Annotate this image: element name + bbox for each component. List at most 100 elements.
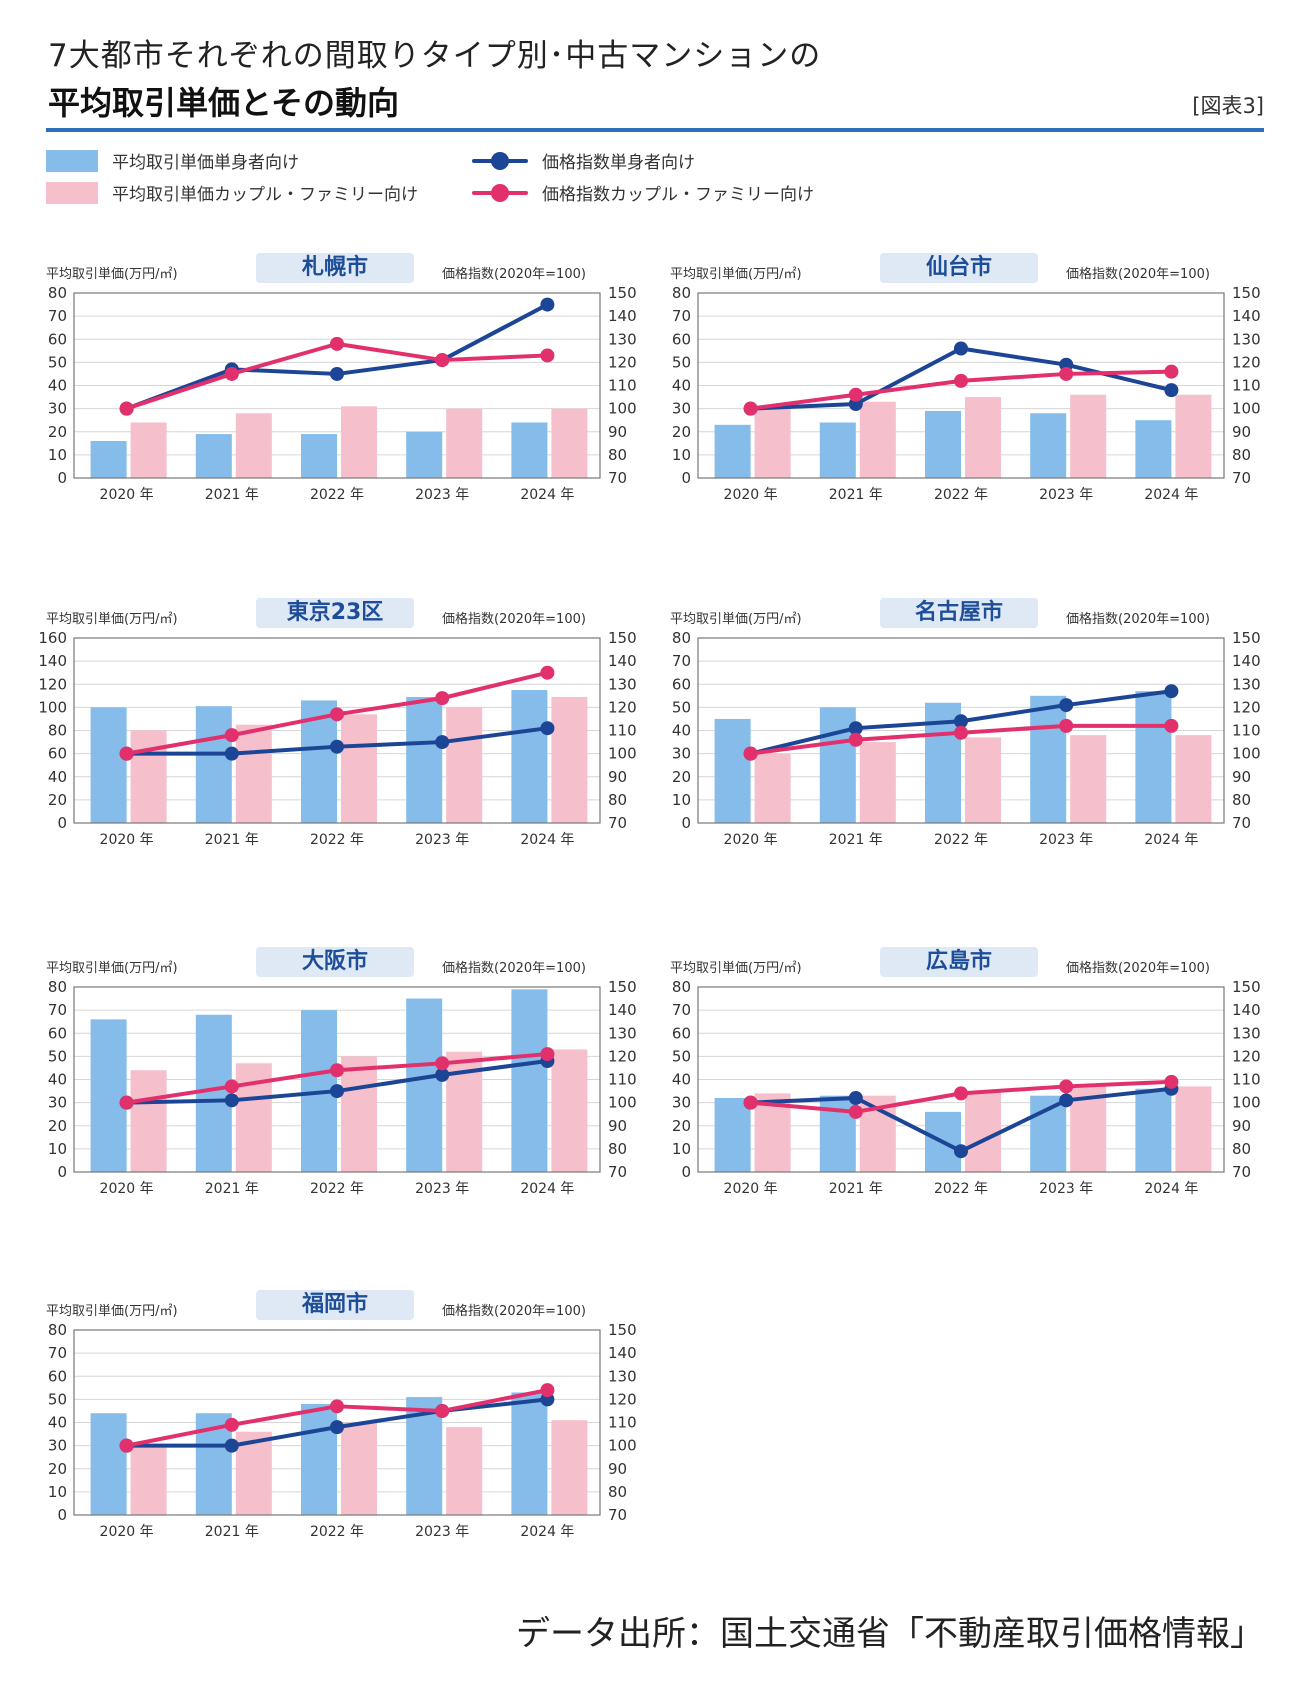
right-tick-label: 80: [1232, 791, 1251, 809]
left-tick-label: 10: [672, 446, 691, 464]
right-tick-label: 110: [1232, 1071, 1261, 1089]
point-family: [1059, 366, 1074, 381]
right-tick-label: 120: [608, 353, 637, 371]
left-tick-label: 60: [672, 330, 691, 348]
point-family: [435, 353, 450, 368]
bar-single: [1135, 420, 1172, 478]
left-tick-label: 60: [48, 330, 67, 348]
right-tick-label: 140: [608, 1001, 637, 1019]
bar-family: [965, 397, 1001, 478]
bar-single: [511, 690, 548, 823]
left-tick-label: 60: [48, 1367, 67, 1385]
x-tick-label: 2024 年: [520, 832, 574, 848]
x-tick-label: 2020 年: [100, 1524, 154, 1540]
right-tick-label: 150: [608, 629, 637, 647]
x-tick-label: 2021 年: [205, 1181, 259, 1197]
figure-title-line1: 7大都市それぞれの間取りタイプ別･中古マンションの: [48, 38, 822, 74]
right-tick-label: 150: [1232, 978, 1261, 996]
figure-number: [図表3]: [1192, 94, 1264, 118]
right-tick-label: 100: [608, 1437, 637, 1455]
bar-family: [859, 742, 896, 823]
point-single: [435, 1067, 450, 1082]
point-family: [540, 1047, 555, 1062]
bar-single: [1135, 1088, 1172, 1172]
chart-panel-fukuoka: 平均取引単価(万円/㎡) 福岡市 価格指数(2020年=100) 0 10 20 30…: [40, 1290, 660, 1590]
right-tick-label: 130: [608, 675, 637, 693]
right-tick-label: 120: [608, 698, 637, 716]
bar-family: [446, 408, 483, 478]
left-tick-label: 60: [672, 675, 691, 693]
x-tick-label: 2021 年: [829, 1181, 883, 1197]
bar-single: [195, 434, 232, 478]
chart-legend: 平均取引単価単身者向け 平均取引単価カップル・ファミリー向け 価格指数単身者向け…: [46, 148, 946, 218]
left-tick-label: 50: [48, 1047, 67, 1065]
left-tick-label: 40: [672, 722, 691, 740]
x-tick-label: 2020 年: [724, 1181, 778, 1197]
chart-plot: 0 10 20 30 40 50 60 70 80 70 80 90 100 110 120 130 140 15…: [48, 1321, 637, 1540]
left-tick-label: 30: [48, 1094, 67, 1112]
bar-family: [754, 753, 791, 823]
left-tick-label: 20: [672, 423, 691, 441]
right-tick-label: 100: [608, 400, 637, 418]
right-tick-label: 150: [608, 284, 637, 302]
right-tick-label: 100: [1232, 745, 1261, 763]
left-axis-label: 平均取引単価(万円/㎡): [670, 612, 802, 627]
right-axis-label: 価格指数(2020年=100): [442, 612, 586, 627]
point-family: [1059, 1079, 1074, 1094]
point-single: [1059, 698, 1074, 713]
left-tick-label: 40: [48, 377, 67, 395]
right-tick-label: 100: [1232, 1094, 1261, 1112]
right-tick-label: 130: [608, 330, 637, 348]
right-tick-label: 130: [608, 1367, 637, 1385]
bar-family: [551, 696, 588, 823]
x-tick-label: 2023 年: [1039, 1181, 1093, 1197]
right-tick-label: 140: [608, 1344, 637, 1362]
right-tick-label: 130: [1232, 675, 1261, 693]
left-tick-label: 70: [48, 1001, 67, 1019]
bar-single: [511, 422, 548, 478]
left-tick-label: 160: [38, 629, 67, 647]
legend-swatch-single-bar: [46, 149, 98, 172]
point-family: [743, 1095, 758, 1110]
plot-frame: [697, 292, 1225, 479]
bar-single: [90, 707, 127, 823]
left-tick-label: 0: [681, 1163, 691, 1181]
x-tick-label: 2024 年: [1144, 487, 1198, 503]
right-axis-label: 価格指数(2020年=100): [1066, 612, 1210, 627]
left-tick-label: 30: [672, 400, 691, 418]
right-tick-label: 90: [1232, 768, 1251, 786]
left-tick-label: 20: [672, 768, 691, 786]
right-tick-label: 90: [608, 1460, 627, 1478]
left-axis-label: 平均取引単価(万円/㎡): [46, 267, 178, 282]
left-axis-label: 平均取引単価(万円/㎡): [46, 612, 178, 627]
x-tick-label: 2023 年: [415, 487, 469, 503]
bar-single: [1030, 413, 1067, 478]
point-single: [954, 1144, 968, 1159]
right-tick-label: 70: [1232, 814, 1251, 832]
x-tick-label: 2021 年: [205, 832, 259, 848]
bar-family: [1175, 1086, 1212, 1172]
left-tick-label: 10: [48, 446, 67, 464]
point-family: [119, 746, 134, 761]
point-family: [1164, 718, 1179, 733]
point-family: [954, 1086, 968, 1101]
bar-single: [195, 1014, 232, 1172]
right-tick-label: 130: [608, 1024, 637, 1042]
legend-swatch-single-line: [472, 150, 528, 172]
right-tick-label: 140: [1232, 652, 1261, 670]
left-tick-label: 60: [48, 1024, 67, 1042]
bar-single: [819, 1095, 856, 1172]
point-family: [1164, 364, 1179, 379]
right-tick-label: 150: [1232, 629, 1261, 647]
chart-panel-sapporo: 平均取引単価(万円/㎡) 札幌市 価格指数(2020年=100) 0 10 20 30…: [40, 253, 660, 553]
bar-single: [90, 1019, 127, 1172]
point-family: [540, 348, 555, 363]
x-tick-label: 2022 年: [310, 1524, 364, 1540]
point-single: [224, 1438, 239, 1453]
header-divider: [46, 128, 1264, 132]
legend-swatch-family-line: [472, 182, 528, 204]
left-tick-label: 30: [48, 400, 67, 418]
right-axis-label: 価格指数(2020年=100): [442, 961, 586, 976]
point-single: [954, 341, 968, 356]
city-label: 東京23区: [256, 598, 414, 628]
